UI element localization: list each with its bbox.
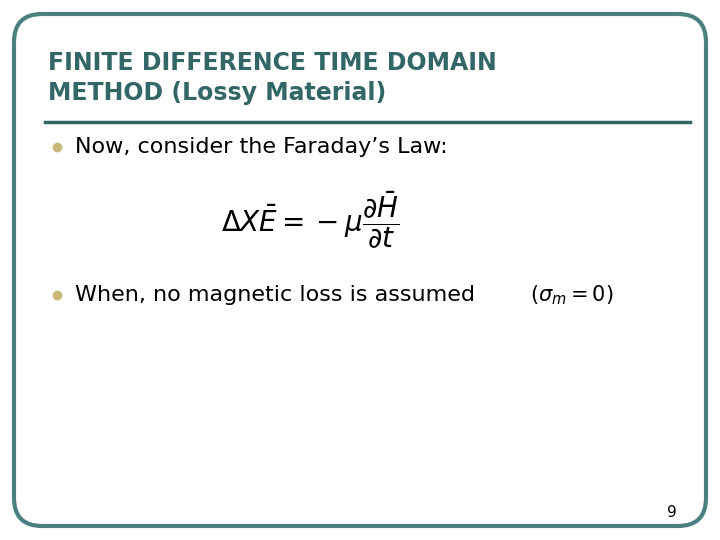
FancyBboxPatch shape <box>14 14 706 526</box>
Text: $(\sigma_m = 0)$: $(\sigma_m = 0)$ <box>530 283 613 307</box>
Text: $\Delta X\bar{E} = -\mu\dfrac{\partial \bar{H}}{\partial t}$: $\Delta X\bar{E} = -\mu\dfrac{\partial \… <box>221 190 400 251</box>
Text: Now, consider the Faraday’s Law:: Now, consider the Faraday’s Law: <box>75 137 448 157</box>
Text: FINITE DIFFERENCE TIME DOMAIN: FINITE DIFFERENCE TIME DOMAIN <box>48 51 497 75</box>
Text: METHOD (Lossy Material): METHOD (Lossy Material) <box>48 81 386 105</box>
Text: When, no magnetic loss is assumed: When, no magnetic loss is assumed <box>75 285 475 305</box>
Text: 9: 9 <box>667 505 677 520</box>
